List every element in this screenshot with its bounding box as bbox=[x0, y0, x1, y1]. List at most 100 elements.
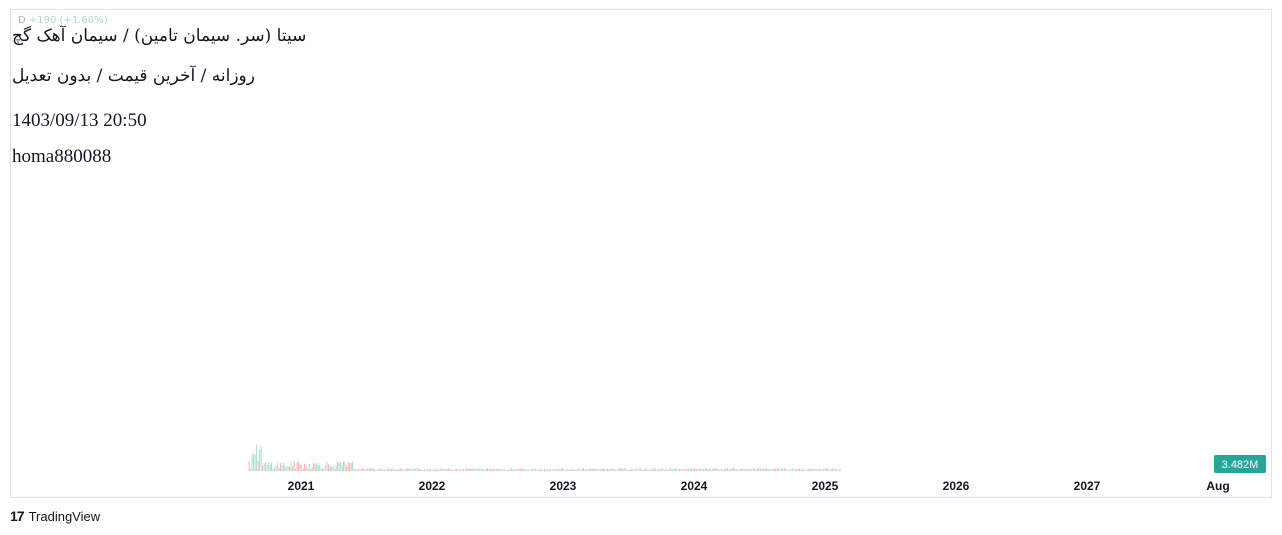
volume-bar bbox=[511, 468, 513, 471]
x-tick-label: 2022 bbox=[419, 479, 446, 493]
volume-bar bbox=[358, 469, 360, 471]
volume-bar bbox=[769, 469, 771, 471]
volume-bar bbox=[779, 469, 781, 471]
volume-bar bbox=[820, 469, 822, 471]
volume-bar bbox=[734, 468, 736, 471]
volume-bar bbox=[628, 469, 630, 471]
volume-bar bbox=[569, 469, 571, 471]
volume-bar bbox=[665, 468, 667, 471]
volume-bar bbox=[284, 466, 286, 471]
volume-bar bbox=[626, 469, 628, 471]
volume-bar bbox=[532, 468, 534, 471]
volume-bar bbox=[640, 468, 642, 471]
volume-bar bbox=[676, 468, 678, 471]
volume-bar bbox=[695, 469, 697, 471]
volume-bar bbox=[785, 469, 787, 471]
volume-bar bbox=[341, 465, 343, 471]
volume-bar bbox=[829, 469, 831, 471]
volume-bar bbox=[302, 468, 304, 471]
volume-bar bbox=[467, 469, 469, 471]
volume-bar bbox=[713, 468, 715, 471]
tradingview-brand[interactable]: 17 TradingView bbox=[10, 508, 100, 524]
volume-bar bbox=[407, 468, 409, 471]
volume-bar bbox=[437, 469, 439, 471]
volume-bar bbox=[808, 468, 810, 471]
volume-bar bbox=[482, 468, 484, 471]
volume-bar bbox=[677, 469, 679, 471]
volume-bar bbox=[653, 468, 655, 471]
volume-bar bbox=[595, 468, 597, 471]
volume-bar bbox=[449, 468, 451, 471]
volume-bar bbox=[766, 468, 768, 471]
volume-bar bbox=[455, 468, 457, 471]
volume-bar bbox=[436, 469, 438, 471]
volume-bar bbox=[281, 465, 283, 471]
volume-bar bbox=[365, 469, 367, 471]
volume-bar bbox=[493, 468, 495, 471]
volume-bar bbox=[295, 468, 297, 471]
volume-bar bbox=[670, 468, 672, 471]
volume-bar bbox=[475, 469, 477, 471]
volume-bar bbox=[565, 469, 567, 471]
volume-bar bbox=[647, 469, 649, 471]
x-tick-label: 2025 bbox=[812, 479, 839, 493]
volume-bar bbox=[373, 468, 375, 471]
volume-bar bbox=[349, 463, 351, 471]
volume-bar bbox=[782, 469, 784, 471]
volume-bar bbox=[740, 468, 742, 471]
volume-bar bbox=[560, 468, 562, 471]
volume-bar bbox=[809, 468, 811, 471]
volume-bar bbox=[382, 468, 384, 471]
volume-bar bbox=[403, 469, 405, 471]
volume-bar bbox=[754, 468, 756, 471]
volume-bar bbox=[553, 469, 555, 471]
volume-bar bbox=[481, 469, 483, 471]
volume-bar bbox=[683, 468, 685, 471]
volume-bar bbox=[596, 469, 598, 471]
volume-bar bbox=[733, 468, 735, 471]
volume-bar bbox=[593, 468, 595, 471]
volume-bar bbox=[635, 468, 637, 471]
volume-bar bbox=[503, 468, 505, 471]
volume-bar bbox=[710, 469, 712, 471]
volume-bar bbox=[724, 468, 726, 471]
volume-bar bbox=[290, 462, 292, 471]
volume-bar bbox=[551, 469, 553, 471]
volume-bar bbox=[614, 469, 616, 471]
volume-bar bbox=[686, 468, 688, 471]
volume-bar bbox=[715, 468, 717, 471]
volume-bar bbox=[379, 468, 381, 471]
volume-bar bbox=[623, 468, 625, 471]
volume-bar bbox=[598, 468, 600, 471]
volume-bar bbox=[587, 469, 589, 471]
volume-bar bbox=[778, 468, 780, 471]
volume-bar bbox=[517, 469, 519, 471]
volume-bar bbox=[704, 468, 706, 471]
volume-bar bbox=[257, 460, 259, 471]
volume-bar bbox=[767, 469, 769, 471]
volume-bar bbox=[667, 469, 669, 471]
volume-bar bbox=[674, 468, 676, 471]
volume-bar bbox=[586, 468, 588, 471]
volume-bar bbox=[391, 468, 393, 471]
volume-bar bbox=[682, 469, 684, 471]
volume-bar bbox=[814, 469, 816, 471]
volume-bar bbox=[356, 469, 358, 471]
volume-bar bbox=[383, 469, 385, 471]
volume-bar bbox=[250, 468, 252, 471]
volume-bar bbox=[620, 468, 622, 471]
volume-bar bbox=[547, 468, 549, 471]
volume-bar bbox=[812, 468, 814, 471]
volume-bar bbox=[479, 468, 481, 471]
volume-bar bbox=[524, 468, 526, 471]
volume-bar bbox=[698, 468, 700, 471]
volume-bar bbox=[631, 468, 633, 471]
volume-bar bbox=[652, 468, 654, 471]
volume-bar bbox=[521, 468, 523, 471]
volume-bar bbox=[505, 469, 507, 471]
x-tick-label: 2021 bbox=[288, 479, 315, 493]
volume-bar bbox=[617, 469, 619, 471]
volume-bar bbox=[806, 469, 808, 471]
volume-bar bbox=[415, 468, 417, 471]
